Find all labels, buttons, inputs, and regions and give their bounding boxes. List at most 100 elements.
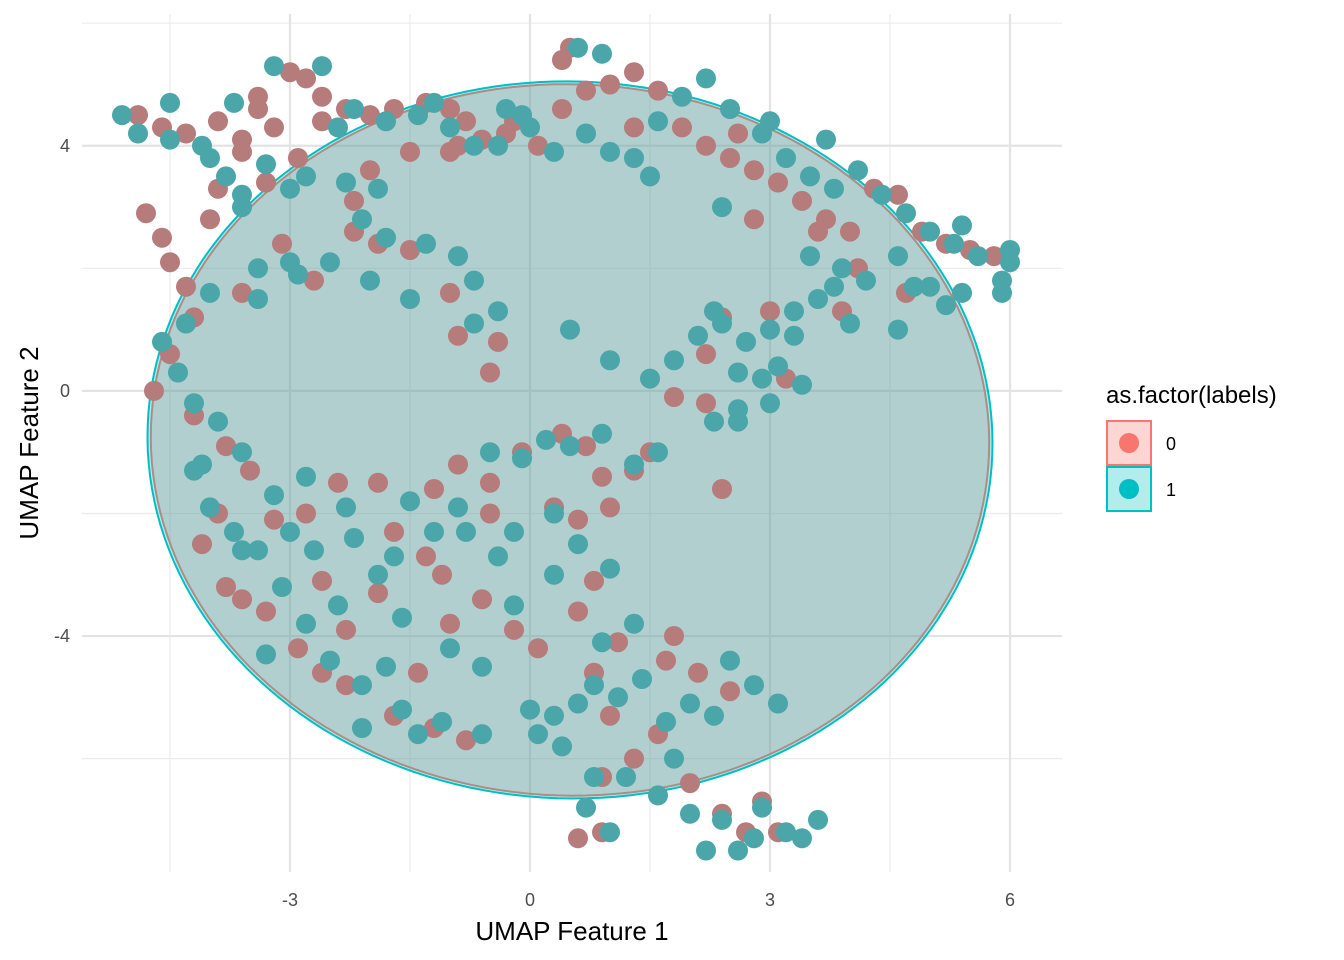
- x-tick-label: 3: [765, 890, 775, 910]
- point-series-1: [248, 258, 268, 278]
- point-series-1: [576, 798, 596, 818]
- point-series-0: [664, 387, 684, 407]
- point-series-1: [920, 222, 940, 242]
- point-series-1: [480, 442, 500, 462]
- point-series-1: [584, 767, 604, 787]
- point-series-1: [376, 111, 396, 131]
- point-series-0: [424, 479, 444, 499]
- point-series-1: [568, 694, 588, 714]
- point-series-0: [720, 681, 740, 701]
- point-series-1: [440, 117, 460, 137]
- point-series-1: [232, 442, 252, 462]
- point-series-1: [400, 491, 420, 511]
- point-series-0: [568, 602, 588, 622]
- point-series-0: [440, 614, 460, 634]
- point-series-1: [184, 393, 204, 413]
- point-series-1: [792, 828, 812, 848]
- point-series-0: [232, 142, 252, 162]
- legend: as.factor(labels) 0 1: [1106, 382, 1277, 511]
- point-series-1: [464, 271, 484, 291]
- x-tick-label: -3: [282, 890, 298, 910]
- point-series-0: [152, 228, 172, 248]
- point-series-1: [320, 651, 340, 671]
- y-tick-label: 0: [60, 381, 70, 401]
- point-series-0: [448, 455, 468, 475]
- point-series-0: [312, 87, 332, 107]
- point-series-0: [472, 589, 492, 609]
- point-series-1: [464, 136, 484, 156]
- y-axis-title: UMAP Feature 2: [14, 346, 44, 539]
- point-series-1: [192, 455, 212, 475]
- point-series-1: [408, 724, 428, 744]
- point-series-1: [840, 314, 860, 334]
- point-series-0: [696, 136, 716, 156]
- point-series-1: [304, 540, 324, 560]
- point-series-1: [416, 234, 436, 254]
- point-series-1: [112, 105, 132, 125]
- point-series-1: [360, 271, 380, 291]
- point-series-0: [568, 510, 588, 530]
- point-series-1: [752, 798, 772, 818]
- point-series-1: [560, 436, 580, 456]
- point-series-0: [760, 301, 780, 321]
- x-tick-label: 0: [525, 890, 535, 910]
- point-series-0: [312, 571, 332, 591]
- point-series-1: [552, 736, 572, 756]
- point-series-1: [712, 810, 732, 830]
- point-series-1: [488, 136, 508, 156]
- point-series-1: [872, 185, 892, 205]
- point-series-1: [888, 320, 908, 340]
- point-series-1: [720, 99, 740, 119]
- point-series-0: [624, 749, 644, 769]
- point-series-1: [176, 314, 196, 334]
- point-series-1: [648, 785, 668, 805]
- point-series-0: [600, 497, 620, 517]
- point-series-1: [424, 522, 444, 542]
- point-series-1: [232, 540, 252, 560]
- point-series-1: [816, 130, 836, 150]
- point-series-1: [560, 320, 580, 340]
- point-series-1: [376, 657, 396, 677]
- point-series-0: [744, 209, 764, 229]
- point-series-0: [696, 393, 716, 413]
- x-axis-tick-labels: -3 0 3 6: [282, 890, 1015, 910]
- y-axis-tick-labels: -404: [54, 136, 70, 646]
- point-series-1: [352, 718, 372, 738]
- point-series-1: [456, 522, 476, 542]
- point-series-0: [288, 148, 308, 168]
- point-series-1: [768, 694, 788, 714]
- point-series-0: [728, 124, 748, 144]
- point-series-1: [904, 277, 924, 297]
- point-series-0: [664, 626, 684, 646]
- point-series-1: [992, 283, 1012, 303]
- point-series-1: [264, 485, 284, 505]
- point-series-0: [584, 571, 604, 591]
- point-series-0: [504, 620, 524, 640]
- point-series-1: [696, 68, 716, 88]
- point-series-1: [944, 234, 964, 254]
- point-series-0: [840, 222, 860, 242]
- point-series-0: [288, 638, 308, 658]
- point-series-1: [800, 166, 820, 186]
- point-series-1: [544, 706, 564, 726]
- point-series-0: [648, 81, 668, 101]
- point-series-1: [696, 841, 716, 861]
- point-series-0: [368, 583, 388, 603]
- point-series-0: [480, 504, 500, 524]
- point-series-1: [504, 595, 524, 615]
- point-series-0: [360, 160, 380, 180]
- point-series-1: [392, 700, 412, 720]
- point-series-1: [224, 522, 244, 542]
- point-series-1: [160, 130, 180, 150]
- point-series-1: [400, 289, 420, 309]
- point-series-0: [528, 638, 548, 658]
- point-series-1: [328, 595, 348, 615]
- point-series-0: [768, 173, 788, 193]
- point-series-1: [808, 289, 828, 309]
- point-series-1: [288, 265, 308, 285]
- point-series-0: [192, 534, 212, 554]
- point-series-0: [792, 191, 812, 211]
- point-series-1: [216, 166, 236, 186]
- y-tick-label: 4: [60, 136, 70, 156]
